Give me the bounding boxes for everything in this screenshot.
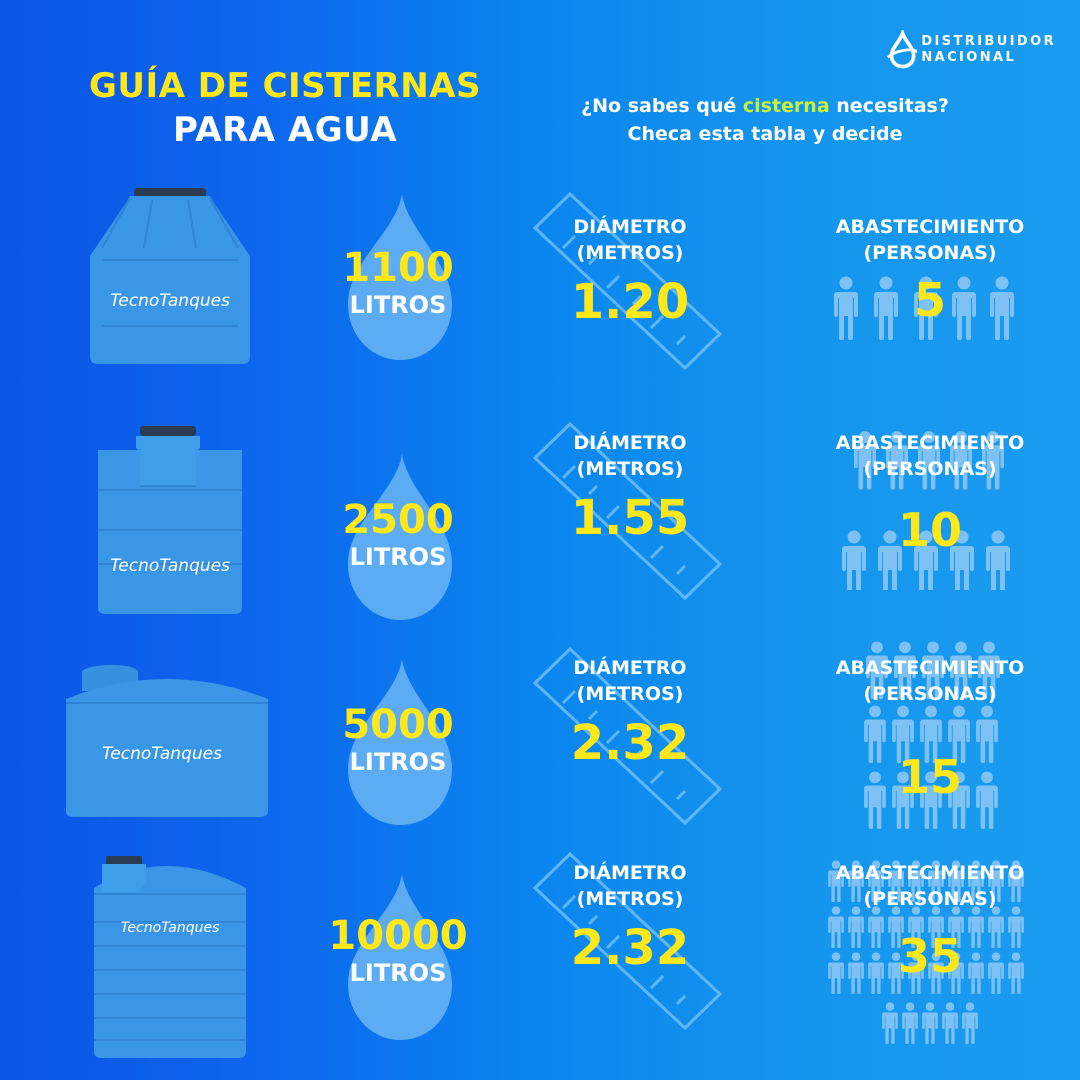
supply-unit-label: (PERSONAS) [863,458,997,480]
diameter-value: 1.55 [570,490,690,546]
page-title: GUÍA DE CISTERNAS PARA AGUA [40,64,530,152]
tank-2500-image: TecnoTanques [98,426,242,614]
title-line1: GUÍA DE CISTERNAS [88,66,482,106]
tank-brand-label: TecnoTanques [110,291,230,311]
brand-logo: DISTRIBUIDOR NACIONAL [886,30,1056,70]
supply-label: ABASTECIMIENTO [835,862,1025,884]
capacity-value: 10000 [328,913,468,959]
diameter-unit-label: (METROS) [576,683,684,705]
capacity-unit: LITROS [349,959,447,987]
brand-line1: DISTRIBUIDOR [921,34,1056,49]
diameter-label: DIÁMETRO [573,432,687,454]
supply-unit-label: (PERSONAS) [863,242,997,264]
diameter-label: DIÁMETRO [573,862,687,884]
diameter-value: 1.20 [570,274,690,330]
diameter-unit-label: (METROS) [576,888,684,910]
tank-1100-image: TecnoTanques [90,188,250,364]
tank-brand-label: TecnoTanques [102,744,222,764]
capacity-value: 2500 [342,497,454,543]
tank-row-1100: TecnoTanques 1100 LITROS DIÁMETRO (METRO… [0,180,1080,400]
tank-row-10000: TecnoTanques 10000 LITROS DIÁMETRO (METR… [0,840,1080,1060]
tank-row-5000: TecnoTanques 5000 LITROS DIÁMETRO (METRO… [0,635,1080,855]
diameter-value: 2.32 [570,715,690,771]
diameter-label: DIÁMETRO [573,216,687,238]
supply-label: ABASTECIMIENTO [835,657,1025,679]
people-value: 5 [913,273,946,327]
title-line2: PARA AGUA [172,110,398,150]
people-value: 15 [897,750,962,804]
subtitle: ¿No sabes qué cisterna necesitas? Checa … [530,92,1000,148]
capacity-value: 1100 [342,245,454,291]
tank-brand-label: TecnoTanques [121,920,220,936]
capacity-unit: LITROS [349,291,447,319]
subtitle-text: ¿No sabes qué [581,95,743,117]
diameter-label: DIÁMETRO [573,657,687,679]
supply-unit-label: (PERSONAS) [863,888,997,910]
subtitle-highlight: cisterna [742,95,830,117]
diameter-unit-label: (METROS) [576,242,684,264]
tank-row-2500: TecnoTanques 2500 LITROS DIÁMETRO (METRO… [0,410,1080,630]
supply-unit-label: (PERSONAS) [863,683,997,705]
supply-label: ABASTECIMIENTO [835,432,1025,454]
diameter-value: 2.32 [570,920,690,976]
people-value: 35 [897,929,962,983]
capacity-value: 5000 [342,702,454,748]
tank-10000-image: TecnoTanques [94,856,246,1058]
water-drop-icon [886,30,918,69]
tank-5000-image: TecnoTanques [66,665,268,817]
capacity-unit: LITROS [349,543,447,571]
supply-label: ABASTECIMIENTO [835,216,1025,238]
tank-brand-label: TecnoTanques [110,556,230,576]
people-value: 10 [897,503,962,557]
subtitle-line2: Checa esta tabla y decide [627,123,903,145]
capacity-unit: LITROS [349,748,447,776]
diameter-unit-label: (METROS) [576,458,684,480]
subtitle-text-end: necesitas? [829,95,949,117]
brand-line2: NACIONAL [921,50,1017,65]
